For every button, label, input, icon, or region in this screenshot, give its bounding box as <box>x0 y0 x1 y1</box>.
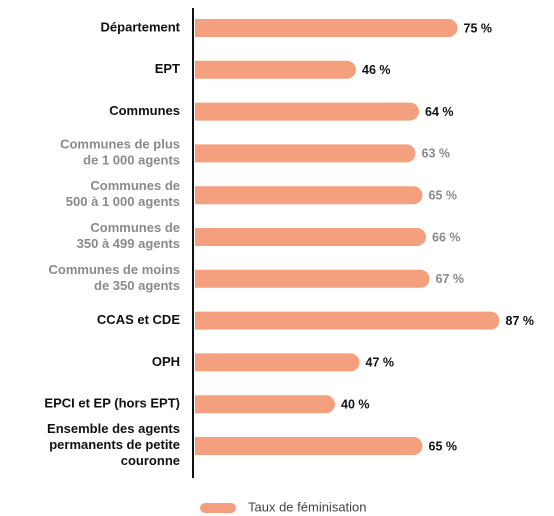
category-label: Communes de plus de 1 000 agents <box>60 137 180 168</box>
category-label: EPT <box>155 61 180 76</box>
category-label: Communes de 500 à 1 000 agents <box>66 179 180 210</box>
bar <box>195 60 357 79</box>
bar <box>195 269 430 288</box>
bar <box>195 311 500 330</box>
bar <box>195 144 416 163</box>
value-label: 40 % <box>341 397 370 411</box>
bar <box>195 437 423 455</box>
category-label: Département <box>101 19 181 34</box>
value-label: 63 % <box>422 147 451 161</box>
bar <box>195 19 458 37</box>
value-label: 64 % <box>425 105 454 119</box>
category-label: Communes de 350 à 499 agents <box>77 220 180 251</box>
value-label: 87 % <box>506 314 535 328</box>
bar <box>195 186 423 205</box>
value-label: 66 % <box>432 230 461 244</box>
bar <box>195 102 419 121</box>
value-label: 65 % <box>429 439 458 453</box>
value-label: 75 % <box>464 21 493 35</box>
category-label: Ensemble des agents permanents de petite c… <box>47 421 180 468</box>
value-label: 65 % <box>429 188 458 202</box>
value-label: 67 % <box>436 272 465 286</box>
category-label: OPH <box>152 354 180 369</box>
category-label: Communes de moins de 350 agents <box>49 262 180 293</box>
category-label: CCAS et CDE <box>97 312 180 327</box>
legend-swatch <box>200 503 236 513</box>
legend-label: Taux de féminisation <box>248 499 367 514</box>
bar <box>195 228 426 246</box>
bar <box>195 353 360 372</box>
bar <box>195 395 335 414</box>
value-label: 47 % <box>366 356 395 370</box>
category-label: Communes <box>109 103 180 118</box>
value-label: 46 % <box>362 63 391 77</box>
category-label: EPCI et EP (hors EPT) <box>44 396 180 411</box>
